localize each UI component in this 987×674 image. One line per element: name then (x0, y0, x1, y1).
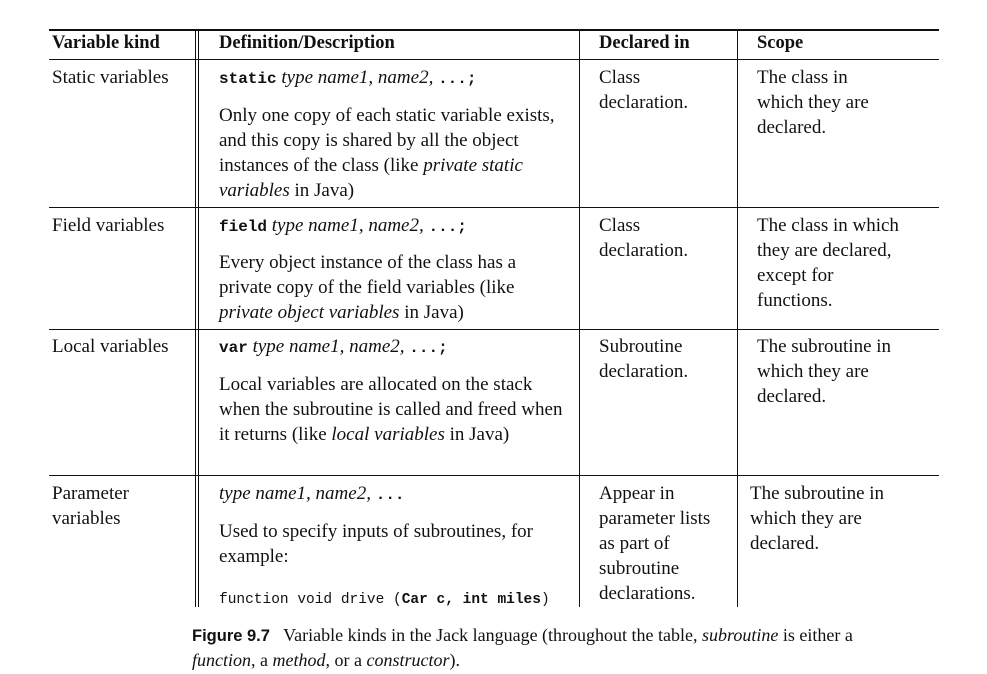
code-example: function void drive (Car c, int miles) (219, 585, 579, 613)
syntax-ellipsis: ...; (409, 339, 448, 357)
scope-cell: The class in which they are declared. (757, 67, 869, 138)
column-rule-3 (737, 29, 738, 607)
scope-cell: The class in which they are declared, ex… (757, 215, 899, 311)
keyword: var (219, 339, 248, 357)
kind-cell: Field variables (52, 215, 165, 236)
caption-text: ). (449, 650, 460, 670)
caption-emphasis: method (272, 650, 326, 670)
description-cell: Local variables are allocated on the sta… (219, 372, 574, 447)
description-cell: Every object instance of the class has a… (219, 250, 559, 325)
syntax-line: field type name1, name2, ...; (219, 213, 574, 240)
caption-emphasis: constructor (366, 650, 450, 670)
column-rule-2 (579, 29, 580, 607)
declared-cell: Appear in parameter lists as part of sub… (599, 483, 711, 604)
syntax-line: static type name1, name2, ...; (219, 65, 574, 92)
syntax-ellipsis: ... (375, 486, 405, 504)
keyword: static (219, 70, 277, 88)
caption-emphasis: subroutine (702, 625, 779, 645)
syntax-text: type name1, name2, (271, 215, 429, 236)
caption-text: Variable kinds in the Jack language (thr… (283, 625, 703, 645)
syntax-ellipsis: ...; (428, 218, 467, 236)
figure-caption: Figure 9.7 Variable kinds in the Jack la… (192, 623, 912, 672)
desc-emphasis: private static variables (219, 155, 523, 201)
example-code-close: ) (540, 592, 550, 608)
desc-emphasis: private object variables (219, 302, 400, 323)
desc-text-end: in Java) (399, 302, 464, 323)
kind-cell: Parameter variables (52, 483, 130, 529)
kind-cell: Local variables (52, 336, 169, 357)
syntax-text: type name1, name2, (281, 67, 439, 88)
declared-cell: Class declaration. (599, 67, 689, 113)
desc-emphasis: local variables (331, 424, 445, 445)
keyword: field (219, 218, 268, 236)
header-definition: Definition/Description (219, 33, 395, 53)
table-top-rule (49, 29, 939, 31)
example-code: function void drive ( (219, 592, 402, 608)
figure-label: Figure 9.7 (192, 627, 270, 645)
syntax-line: var type name1, name2, ...; (219, 334, 574, 361)
desc-text: Every object instance of the class has a… (219, 252, 517, 298)
row-rule-2 (49, 329, 939, 330)
syntax-line: type name1, name2, ... (219, 481, 574, 508)
description-cell: Used to specify inputs of subroutines, f… (219, 521, 533, 567)
header-scope: Scope (757, 33, 804, 53)
scope-cell: The subroutine in which they are declare… (757, 336, 892, 407)
caption-text: is either a (778, 625, 853, 645)
header-rule (49, 59, 939, 60)
desc-text: Only one copy of each static variable ex… (219, 105, 555, 176)
caption-text: , or a (325, 650, 367, 670)
syntax-ellipsis: ...; (438, 70, 477, 88)
syntax-text: type name1, name2, (252, 336, 410, 357)
header-declared-in: Declared in (599, 33, 690, 53)
desc-text: Local variables are allocated on the sta… (219, 374, 563, 445)
scope-cell: The subroutine in which they are declare… (750, 483, 885, 554)
description-cell: Only one copy of each static variable ex… (219, 103, 564, 203)
row-rule-1 (49, 207, 939, 208)
row-rule-3 (49, 475, 939, 476)
declared-cell: Class declaration. (599, 215, 689, 261)
column-double-rule (195, 29, 199, 607)
caption-text: , a (251, 650, 273, 670)
declared-cell: Subroutine declaration. (599, 336, 689, 382)
kind-cell: Static variables (52, 67, 169, 88)
caption-emphasis: function (192, 650, 251, 670)
example-code-params: Car c, int miles (401, 592, 541, 608)
desc-text-end: in Java) (444, 424, 510, 445)
syntax-text: type name1, name2, (219, 483, 376, 504)
header-variable-kind: Variable kind (52, 33, 160, 53)
desc-text-end: in Java) (289, 180, 355, 201)
